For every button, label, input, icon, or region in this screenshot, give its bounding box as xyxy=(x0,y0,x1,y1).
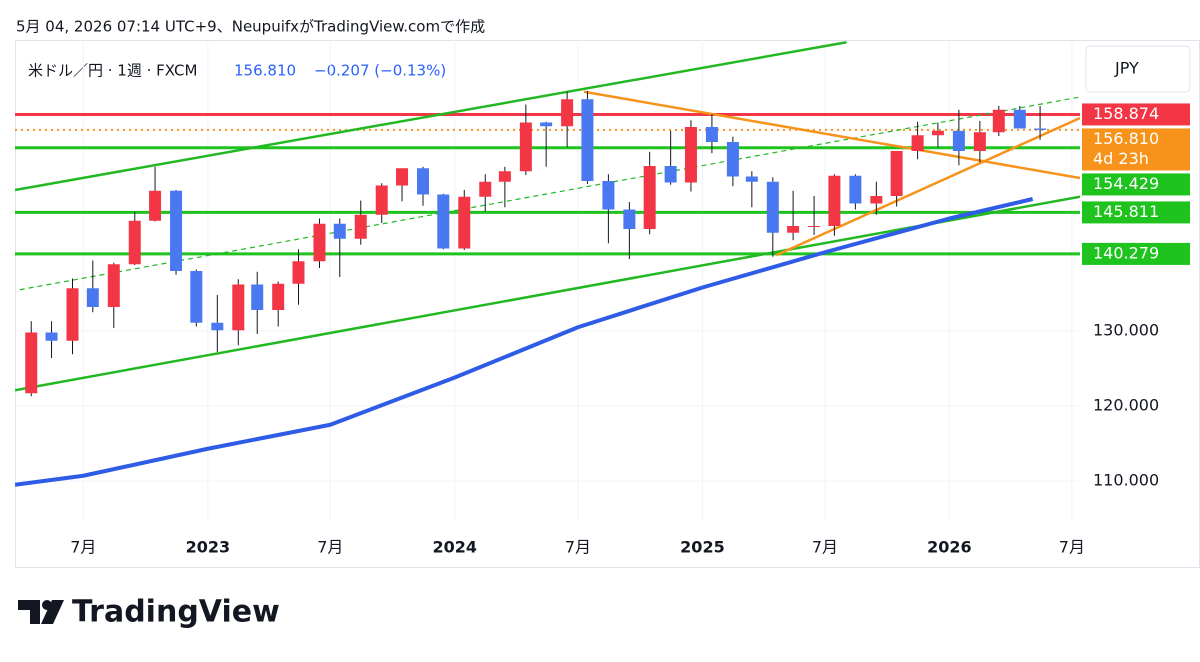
logo xyxy=(18,600,64,624)
moving-average xyxy=(15,197,1034,487)
candle-body xyxy=(107,264,120,307)
candle-body xyxy=(705,127,718,142)
candle-body xyxy=(602,181,615,210)
candle-body xyxy=(45,332,58,341)
candle-body xyxy=(86,288,99,307)
x-tick-label: 7月 xyxy=(812,538,838,557)
candle-body xyxy=(931,130,944,136)
currency-box[interactable] xyxy=(1085,45,1191,93)
price-label: 154.429 xyxy=(1093,174,1159,193)
trendline xyxy=(15,41,847,192)
price-label-box xyxy=(1082,242,1190,265)
candle-body xyxy=(149,190,162,221)
currency[interactable]: JPY xyxy=(1114,59,1139,78)
candle-body xyxy=(787,226,800,233)
x-tick-label: 2024 xyxy=(433,538,478,557)
candle-body xyxy=(66,288,79,341)
y-tick-label: 130.000 xyxy=(1093,321,1159,340)
footer-brand: TradingView xyxy=(72,595,280,630)
x-tick-label: 7月 xyxy=(565,538,591,557)
price-label-box xyxy=(1082,173,1190,196)
candle-body xyxy=(458,196,471,249)
x-tick-label: 2026 xyxy=(927,538,972,557)
candle-body xyxy=(190,271,203,323)
candle-body xyxy=(313,223,326,262)
trendline xyxy=(583,90,1080,180)
price-label-box xyxy=(1082,103,1190,126)
candle-body xyxy=(292,261,305,284)
price-label: 145.811 xyxy=(1093,202,1159,221)
candle-body xyxy=(333,223,346,239)
candle-body xyxy=(581,99,594,181)
candle-body xyxy=(519,122,532,172)
y-tick-label: 110.000 xyxy=(1093,471,1159,490)
candle-body xyxy=(128,220,141,265)
x-tick-label: 7月 xyxy=(317,538,343,557)
candle-body xyxy=(745,176,758,182)
price-label: 156.810 xyxy=(1093,129,1159,148)
candle-body xyxy=(498,171,511,182)
candle-body xyxy=(232,284,245,331)
candle-body xyxy=(766,181,779,233)
candle-body xyxy=(684,127,697,183)
x-tick-label: 7月 xyxy=(1059,538,1085,557)
candle-body xyxy=(170,190,183,271)
candle-body xyxy=(870,196,883,204)
axes: 110.000 120.000 130.000 7月 2023 7月 2024 7月 2025 7… xyxy=(70,103,1190,557)
price-label: 4d 23h xyxy=(1093,149,1149,168)
price-label: 140.279 xyxy=(1093,243,1159,262)
candle-body xyxy=(911,135,924,151)
candle-body xyxy=(726,142,739,177)
price-label-box xyxy=(1082,201,1190,224)
candle-body xyxy=(437,194,450,249)
x-tick-label: 2023 xyxy=(186,538,231,557)
x-tick-label: 7月 xyxy=(70,538,96,557)
legend-price: 156.810 xyxy=(234,62,296,80)
candle-body xyxy=(643,166,656,229)
candle-body xyxy=(251,284,264,310)
candle-body xyxy=(396,168,409,186)
legend-change: −0.207 (−0.13%) xyxy=(314,62,446,80)
candle-body xyxy=(417,168,430,195)
candle-body xyxy=(849,175,862,204)
legend-symbol: 米ドル／円 · 1週 · FXCM xyxy=(28,62,197,80)
candle-body xyxy=(25,332,38,394)
price-label-box xyxy=(1082,128,1190,171)
candle-body xyxy=(1034,128,1047,130)
candle-body xyxy=(952,130,965,151)
plot xyxy=(15,40,1080,520)
candle-body xyxy=(828,175,841,226)
trendline xyxy=(775,116,1080,257)
candle-body xyxy=(992,109,1005,133)
header: 5月 04, 2026 07:14 UTC+9、NeupuifxがTrading… xyxy=(16,18,485,36)
candle-body xyxy=(1013,109,1026,129)
price-label: 158.874 xyxy=(1093,104,1159,123)
trendline xyxy=(15,195,1080,392)
candle-body xyxy=(375,185,388,215)
candle-body xyxy=(211,322,224,331)
candle-body xyxy=(561,99,574,127)
y-tick-label: 120.000 xyxy=(1093,396,1159,415)
candle-body xyxy=(664,166,677,183)
candle-body xyxy=(890,151,903,196)
x-tick-label: 2025 xyxy=(680,538,725,557)
candle-body xyxy=(623,209,636,229)
candle-body xyxy=(354,214,367,239)
candle-body xyxy=(272,283,285,310)
candle-body xyxy=(973,132,986,151)
candle-body xyxy=(808,226,821,227)
candle-body xyxy=(540,122,553,127)
candle-body xyxy=(479,181,492,197)
